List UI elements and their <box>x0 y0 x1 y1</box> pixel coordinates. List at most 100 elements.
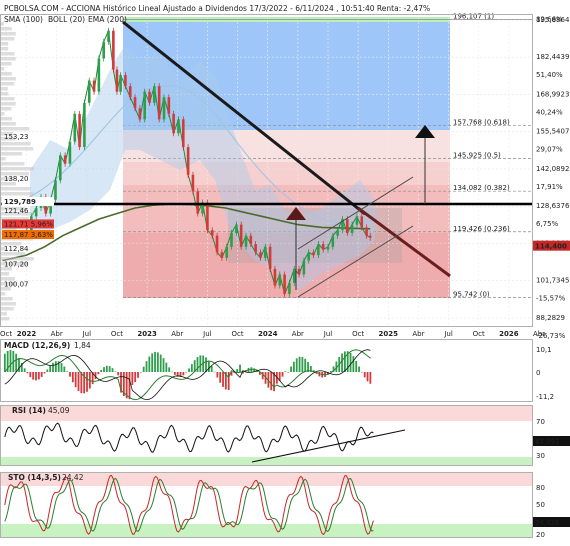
return-tick-label: 51,40% <box>536 71 563 79</box>
macd-hist-bar <box>142 366 145 372</box>
macd-hist-bar <box>355 360 358 372</box>
candle-body <box>138 108 142 120</box>
macd-hist-bar <box>241 372 244 374</box>
return-tick-label: 6,75% <box>536 220 559 228</box>
rsi-overbought-zone <box>0 405 533 421</box>
left-price-label: 153,23 <box>4 133 29 141</box>
candle-body <box>312 252 315 256</box>
fib-level-label: 157,768 (0.618) <box>453 119 510 127</box>
macd-hist-bar <box>213 371 216 373</box>
macd-hist-bar <box>111 368 114 372</box>
time-tick-label: Abr <box>412 330 424 338</box>
rsi-label-30: 30 <box>536 452 545 460</box>
macd-hist-bar <box>335 361 338 372</box>
time-tick-label: Oct <box>232 330 244 338</box>
price-tick-label: 168,9923 <box>536 90 569 98</box>
candle-body <box>73 113 77 142</box>
price-panel: 196,107 (1) 157,768 (0.618) 145,925 (0.5) 1… <box>0 12 570 340</box>
sma-100-line <box>9 85 379 224</box>
candle-body <box>49 199 52 214</box>
candle-body <box>326 246 330 250</box>
time-tick-label: Jul <box>443 330 453 338</box>
candle-body <box>68 141 72 164</box>
volume-profile-bar <box>1 122 16 126</box>
time-tick-label: Jul <box>82 330 92 338</box>
volume-profile-bar <box>1 152 23 156</box>
sto-label-50: 50 <box>536 501 545 509</box>
macd-hist-bar <box>66 371 69 372</box>
candle-body <box>365 227 368 236</box>
macd-signal-line <box>4 349 371 401</box>
price-tick-label: 155,5407 <box>536 128 569 136</box>
candle-body <box>177 119 180 134</box>
candle-body <box>128 86 132 98</box>
macd-hist-bar <box>80 372 83 394</box>
macd-hist-bar <box>369 372 372 384</box>
volume-profile-bar <box>1 37 15 41</box>
candle-body <box>119 75 122 92</box>
macd-hist-bar <box>15 353 18 372</box>
volume-profile-bar <box>1 287 11 291</box>
sto-oversold-zone <box>0 524 533 538</box>
macd-hist-bar <box>239 364 241 372</box>
macd-hist-bar <box>307 362 309 372</box>
volume-profile-bar <box>1 47 9 51</box>
candle-body <box>162 97 166 120</box>
macd-hist-bar <box>343 351 346 372</box>
macd-hist-bar <box>71 372 74 383</box>
left-price-badge <box>2 197 54 207</box>
left-price-label: 121,71 5,96% <box>4 220 53 228</box>
rsi-title: RSI (14) <box>12 406 46 415</box>
fib-zone-mid2 <box>123 162 450 185</box>
macd-hist-bar <box>37 372 40 380</box>
candle-body <box>225 246 229 258</box>
macd-hist-bar <box>6 350 9 372</box>
volume-profile-bar <box>1 117 13 121</box>
candle-body <box>167 97 171 114</box>
ma-label-sma: SMA (100) <box>4 15 43 24</box>
downtrend-line <box>122 20 366 216</box>
volume-profile-bar <box>1 112 5 116</box>
chart-header: SMA (100) BOLL (20) EMA (200) PCBOLSA.CO… <box>4 4 430 24</box>
time-tick-label: Oct <box>473 330 485 338</box>
channel-lower <box>297 225 414 298</box>
fib-level-label: 95,742 (0) <box>453 290 490 298</box>
macd-hist-bar <box>295 358 298 372</box>
time-tick-label: Oct <box>111 330 123 338</box>
macd-hist-bar <box>332 366 335 372</box>
fib-level-label: 145,925 (0.5) <box>453 151 501 159</box>
candle-body <box>239 224 243 247</box>
price-tick-label: 195,8864 <box>536 16 570 24</box>
volume-profile-bar <box>1 62 12 66</box>
rsi-panel: RSI (14) 45,09 70 30 45,091 <box>0 405 570 466</box>
stochastic-d-line <box>4 478 374 533</box>
candle-body <box>297 268 301 275</box>
candle-body <box>92 80 96 92</box>
volume-profile-bar <box>1 307 14 311</box>
macd-hist-bar <box>227 372 230 391</box>
macd-hist-bar <box>162 358 165 372</box>
macd-label-bottom: -11,2 <box>536 393 554 401</box>
macd-hist-bar <box>304 358 307 372</box>
rsi-value: 45,09 <box>48 406 70 415</box>
candle-body <box>317 244 320 256</box>
candle-body <box>78 113 81 148</box>
volume-profile-bar <box>1 177 13 181</box>
candle-body <box>143 91 147 120</box>
time-tick-label: Oct <box>352 330 364 338</box>
candle-body <box>368 235 372 238</box>
candle-body <box>107 30 110 42</box>
macd-hist-bar <box>341 353 343 372</box>
candle-body <box>360 216 364 228</box>
macd-hist-bar <box>298 356 301 372</box>
macd-hist-bar <box>171 371 173 373</box>
macd-hist-bar <box>32 372 35 380</box>
macd-hist-bar <box>20 362 23 372</box>
macd-title: MACD (12,26,9) <box>4 341 70 350</box>
macd-hist-bar <box>165 362 168 372</box>
macd-hist-bar <box>9 350 12 372</box>
macd-hist-bar <box>253 368 256 372</box>
macd-hist-bar <box>54 361 57 372</box>
candle-body <box>259 252 262 258</box>
